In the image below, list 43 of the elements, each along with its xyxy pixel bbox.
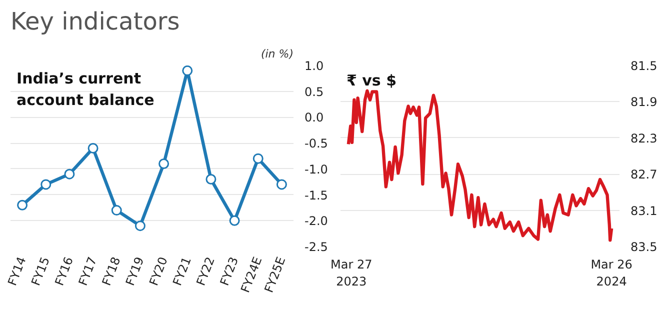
line-series: [346, 89, 614, 242]
point: [158, 158, 170, 169]
y-tick-label: 83.1: [630, 204, 658, 218]
point: [111, 205, 122, 216]
y-tick-label: -2.0: [304, 214, 328, 228]
y-tick-label: 83.5: [630, 240, 658, 254]
x-tick-label: FY15: [28, 254, 52, 288]
x-tick-label: FY19: [122, 254, 147, 288]
point: [64, 168, 75, 180]
point: [40, 179, 52, 190]
x-tick-label: Mar 27 2023: [330, 258, 372, 288]
y-tick-label: -1.0: [304, 162, 328, 176]
point: [88, 143, 98, 154]
y-tick-label: -2.5: [304, 240, 328, 254]
x-tick-label: Mar 26 2024: [590, 258, 632, 288]
point: [229, 215, 240, 226]
y-tick-label: 0.5: [304, 84, 324, 99]
x-tick-label: FY22: [194, 254, 218, 288]
x-tick-label: FY20: [146, 254, 170, 288]
y-tick-label: -0.5: [304, 136, 328, 151]
y-tick-label: 81.5: [630, 59, 658, 73]
y-tick-label: -1.5: [304, 188, 328, 202]
x-tick-label: FY17: [76, 254, 100, 288]
text: India’s current account balance: [16, 70, 154, 110]
y-tick-label: 82.3: [630, 131, 658, 146]
point: [17, 200, 28, 210]
y-tick-label: 81.9: [630, 95, 658, 110]
point: [276, 179, 287, 190]
chart-title: Key indicators: [10, 8, 180, 36]
x-tick-label: FY23: [217, 254, 242, 288]
point: [206, 174, 216, 185]
y-tick-label: 82.7: [630, 168, 658, 182]
point: [134, 220, 146, 232]
x-tick-label: FY21: [170, 254, 194, 288]
y-axis-title: (in %): [260, 48, 294, 60]
point: [182, 66, 193, 76]
x-tick-label: FY16: [52, 254, 76, 288]
text: ₹ vs $: [346, 72, 397, 90]
point: [252, 153, 264, 164]
x-tick-label: FY14: [5, 254, 29, 288]
y-tick-label: 1.0: [304, 59, 324, 73]
y-tick-label: 0.0: [304, 110, 324, 125]
x-tick-label: FY18: [99, 254, 124, 288]
